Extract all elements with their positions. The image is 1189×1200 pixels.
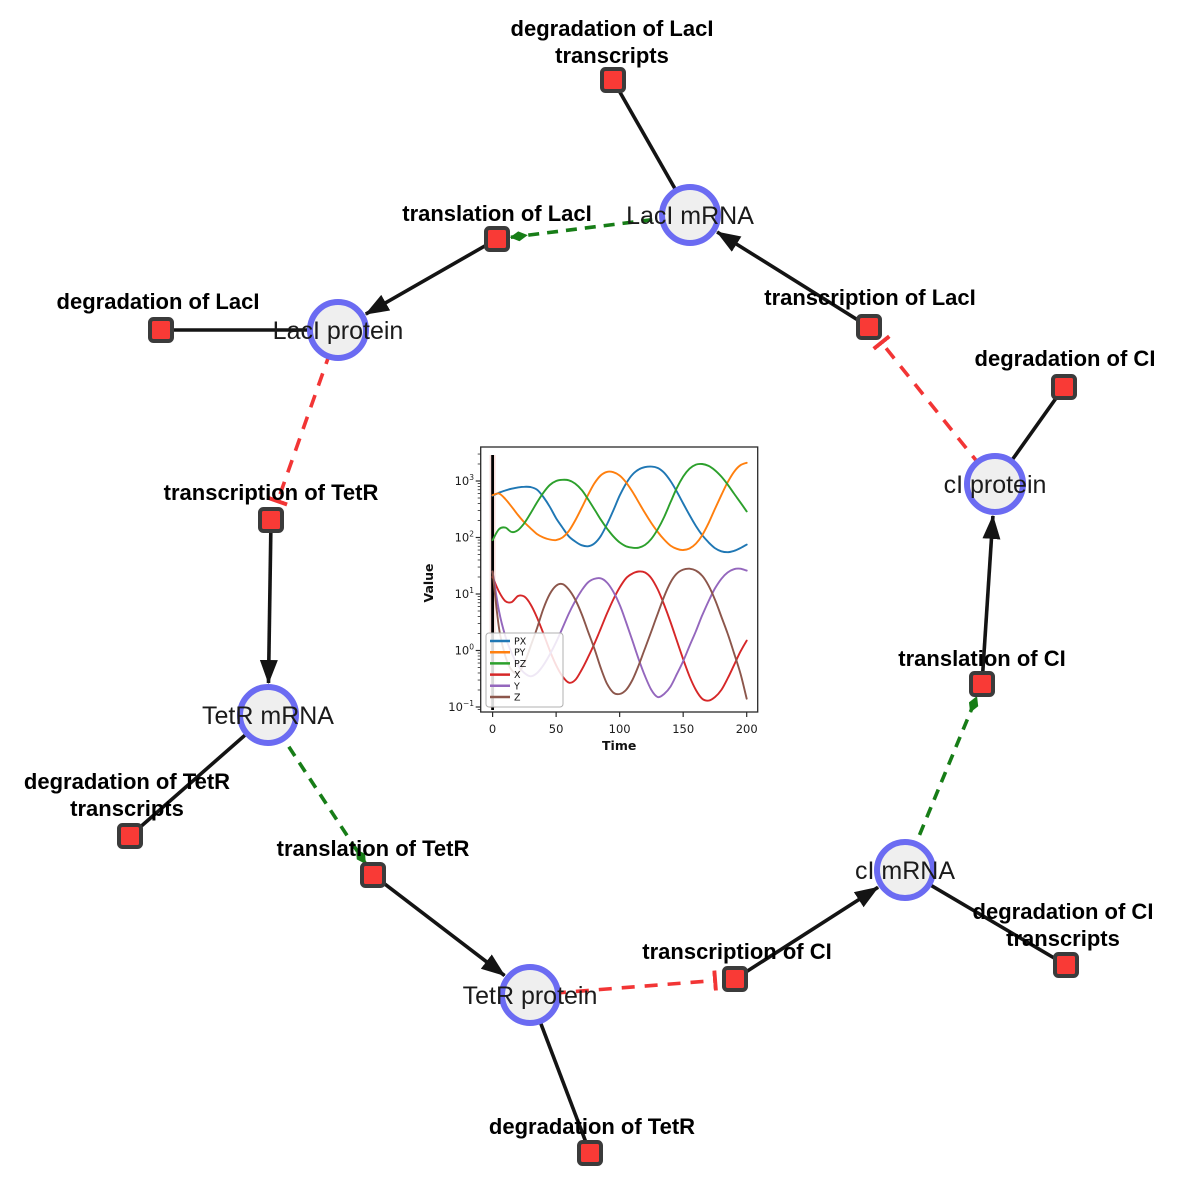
species-node-tetr-protein <box>499 964 561 1026</box>
edge-production-transcription-tetr-to-tetr-mrna <box>259 519 278 685</box>
series-PX-line <box>491 465 748 554</box>
nodes-layer <box>117 67 1079 1166</box>
y-tick-label: 100 <box>455 643 475 658</box>
edge-consumption-ci-mrna-to-deg-ci-transcripts <box>904 868 1067 967</box>
reaction-node-deg-laci-transcripts <box>600 67 626 93</box>
reaction-node-transcription-laci <box>856 314 882 340</box>
reaction-label-transcription-ci: transcription of CI <box>642 939 831 964</box>
reaction-node-deg-ci-transcripts <box>1053 952 1079 978</box>
reaction-node-deg-ci <box>1051 374 1077 400</box>
species-node-ci-protein <box>964 453 1026 515</box>
reaction-label-deg-ci-transcripts: degradation of CI transcripts <box>973 899 1154 951</box>
species-node-laci-protein <box>307 299 369 361</box>
edge-production-translation-laci-to-laci-protein <box>364 237 498 316</box>
edge-production-transcription-laci-to-laci-mrna <box>716 230 870 329</box>
reaction-label-translation-tetr: translation of TetR <box>277 836 470 861</box>
reaction-label-deg-laci: degradation of LacI <box>57 289 260 314</box>
species-label-ci-mrna: cI mRNA <box>855 857 955 885</box>
reaction-node-deg-tetr-transcripts <box>117 823 143 849</box>
reaction-node-translation-tetr <box>360 862 386 888</box>
reaction-label-translation-laci: translation of LacI <box>402 201 591 226</box>
reaction-label-transcription-laci: transcription of LacI <box>764 285 975 310</box>
reaction-label-deg-tetr-transcripts: degradation of TetR transcripts <box>24 769 230 821</box>
legend-entry-PY: PY <box>490 648 526 659</box>
x-tick-label: 100 <box>609 722 631 736</box>
species-label-tetr-protein: TetR protein <box>463 982 598 1010</box>
reaction-node-translation-laci <box>484 226 510 252</box>
reaction-node-transcription-ci <box>722 966 748 992</box>
reaction-label-transcription-tetr: transcription of TetR <box>164 480 379 505</box>
edge-production-transcription-ci-to-ci-mrna <box>734 885 880 981</box>
x-axis-label: Time <box>602 738 636 753</box>
x-tick-label: 200 <box>736 722 758 736</box>
x-tick-label: 150 <box>672 722 694 736</box>
reaction-label-translation-ci: translation of CI <box>898 646 1065 671</box>
series-PY-line <box>491 461 748 551</box>
y-tick-label: 102 <box>455 530 475 545</box>
species-node-ci-mrna <box>874 839 936 901</box>
species-node-laci-mrna <box>659 184 721 246</box>
reaction-node-transcription-tetr <box>258 507 284 533</box>
edge-production-translation-ci-to-ci-protein <box>980 514 1001 685</box>
reaction-node-translation-ci <box>969 671 995 697</box>
legend-label: PY <box>514 648 526 659</box>
edge-modifier-ci-mrna-to-translation-ci <box>903 696 979 871</box>
species-node-tetr-mrna <box>237 684 299 746</box>
series-X-line <box>491 570 748 702</box>
edge-production-translation-tetr-to-tetr-protein <box>371 873 506 977</box>
species-label-laci-mrna: LacI mRNA <box>626 202 754 230</box>
y-axis-label: Value <box>421 563 436 602</box>
legend-label: PX <box>514 637 527 648</box>
series-PZ-line <box>491 462 748 549</box>
x-tick-label: 0 <box>489 722 496 736</box>
labels-layer: LacI mRNA LacI protein TetR mRNA TetR prote… <box>24 16 1156 1139</box>
legend-entry-X: X <box>490 670 521 681</box>
legend-label: X <box>514 670 521 681</box>
legend-entry-PX: PX <box>490 637 527 648</box>
reaction-label-deg-tetr: degradation of TetR <box>489 1114 695 1139</box>
legend-entry-Y: Y <box>490 681 520 692</box>
legend-label: Z <box>514 693 521 704</box>
reaction-label-deg-ci: degradation of CI <box>975 346 1156 371</box>
y-tick-label: 103 <box>455 473 475 488</box>
legend-entry-Z: Z <box>490 693 521 704</box>
x-tick-label: 50 <box>549 722 564 736</box>
species-label-tetr-mrna: TetR mRNA <box>202 702 334 730</box>
y-tick-label: 10−1 <box>448 699 474 714</box>
legend-label: Y <box>513 681 520 692</box>
species-label-ci-protein: cI protein <box>944 471 1047 499</box>
reaction-node-deg-tetr <box>577 1140 603 1166</box>
species-label-laci-protein: LacI protein <box>273 317 404 345</box>
legend-entry-PZ: PZ <box>490 659 527 670</box>
legend-label: PZ <box>514 659 527 670</box>
y-tick-label: 101 <box>455 586 475 601</box>
reaction-label-deg-laci-transcripts: degradation of LacI transcripts <box>511 16 714 68</box>
reaction-node-deg-laci <box>148 317 174 343</box>
